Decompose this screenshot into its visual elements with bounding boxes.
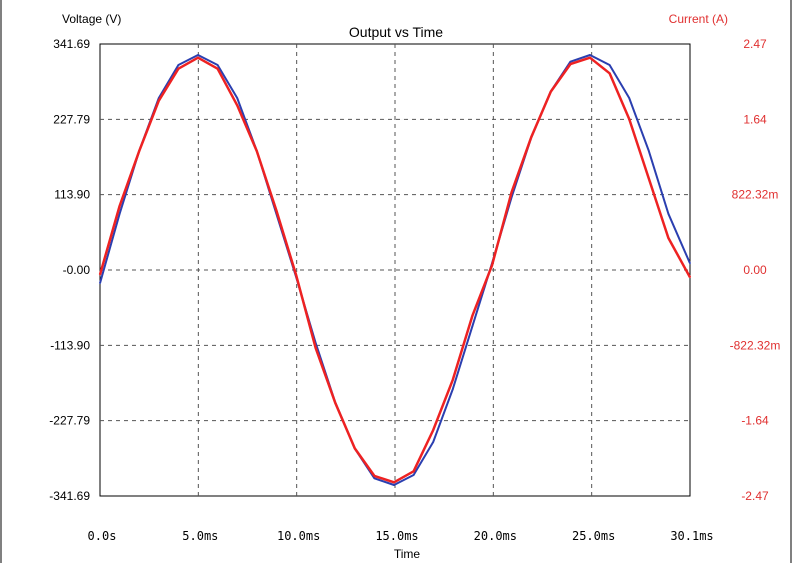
current-point [295,273,297,276]
x-tick-label: 15.0ms [375,529,418,543]
current-point [99,273,101,276]
voltage-point [197,54,199,56]
current-point [689,276,691,279]
voltage-point [412,474,415,476]
voltage-point [177,64,180,66]
voltage-point [118,213,121,215]
series-lines [98,54,692,486]
voltage-point [373,477,376,480]
voltage-point [432,441,435,443]
voltage-point [689,262,691,265]
right-tick-label: 2.47 [743,37,767,51]
voltage-point [569,60,572,63]
x-tick-label: 0.0s [88,529,117,543]
right-tick-label: -2.47 [741,489,769,503]
current-point [412,470,415,473]
left-tick-label: -0.00 [63,263,91,277]
left-tick-label: -227.79 [49,414,90,428]
x-axis-label: Time [394,547,421,561]
left-axis-ticks: 341.69 227.79 113.90 -0.00 -113.90 -227.79 -34… [49,37,90,503]
current-point [510,191,513,193]
voltage-point [393,484,395,486]
right-tick-label: 822.32m [732,188,779,202]
left-tick-label: 341.69 [53,37,90,51]
current-point [569,63,572,65]
current-point [216,67,219,70]
chart-title: Output vs Time [349,24,443,40]
current-point [373,475,376,477]
left-tick-label: 227.79 [53,112,90,126]
current-point [648,177,650,180]
voltage-point [99,282,101,285]
current-point [550,90,552,93]
right-tick-label: -822.32m [730,338,781,352]
current-point [530,136,532,139]
current-point [158,99,160,102]
voltage-point [628,97,630,99]
current-point [471,314,474,317]
current-point [432,429,435,431]
left-tick-label: -113.90 [50,338,90,352]
current-point [589,56,591,59]
current-point [452,379,454,381]
voltage-point [236,97,238,99]
current-point [236,104,238,107]
current-point [177,67,180,70]
current-point [608,72,611,75]
current-point [354,447,356,450]
left-tick-label: -341.69 [49,489,90,503]
current-point [197,56,199,59]
voltage-point [216,64,219,66]
x-tick-label: 10.0ms [277,529,320,543]
current-point [118,205,121,207]
right-tick-label: 0.00 [743,263,767,277]
grid-lines [100,44,690,496]
x-tick-label: 20.0ms [474,529,517,543]
x-tick-label: 25.0ms [572,529,615,543]
voltage-point [608,64,611,66]
x-tick-label: 30.1ms [670,529,713,543]
voltage-point [648,150,650,152]
voltage-point [471,325,474,328]
left-axis-label: Voltage (V) [62,12,121,26]
current-point [393,481,395,484]
x-tick-label: 5.0ms [182,529,218,543]
current-point [491,264,493,267]
right-tick-label: -1.64 [741,414,769,428]
current-point [275,209,278,212]
right-tick-label: 1.64 [743,112,767,126]
right-axis-ticks: 2.47 1.64 822.32m 0.00 -822.32m -1.64 -2.47 [730,37,781,503]
right-axis-label: Current (A) [669,12,728,26]
current-point [314,347,317,349]
current-point [255,150,258,152]
voltage-point [589,54,591,56]
current-point [334,401,337,404]
current-point [667,237,670,239]
current-point [138,150,140,152]
current-point [628,118,630,120]
voltage-point [667,213,670,215]
left-tick-label: 113.90 [54,188,90,202]
x-axis-ticks: 0.0s 5.0ms 10.0ms 15.0ms 20.0ms 25.0ms 30.1ms [88,529,714,543]
voltage-point [452,388,454,390]
